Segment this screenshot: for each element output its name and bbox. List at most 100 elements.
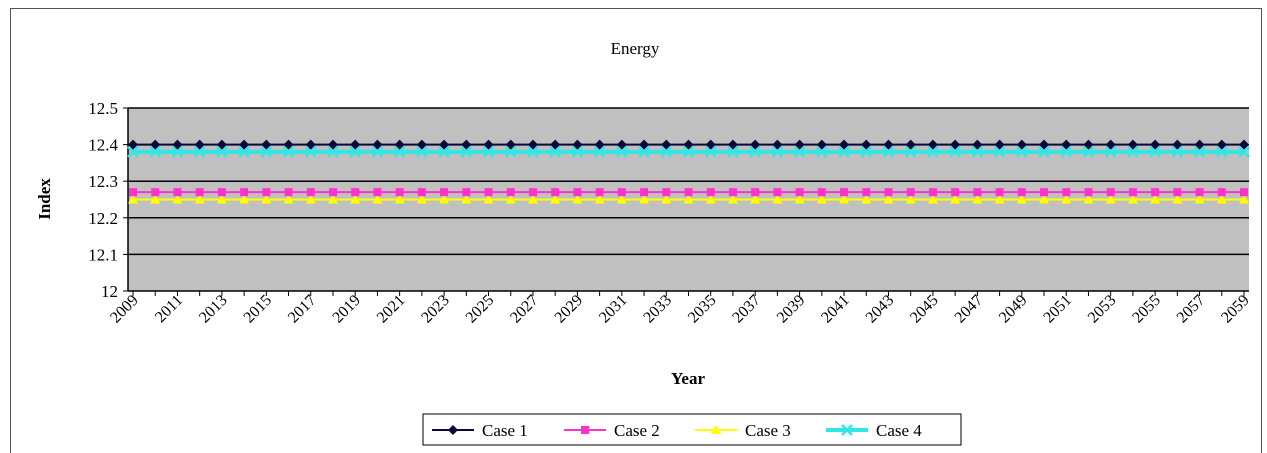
- data-point: [771, 146, 784, 158]
- legend-swatch-marker: [581, 426, 589, 434]
- x-tick-label: 2059: [1218, 292, 1253, 327]
- data-point: [1039, 194, 1050, 204]
- data-point: [1083, 194, 1094, 204]
- data-point: [661, 194, 672, 204]
- data-point: [684, 188, 693, 197]
- data-point: [261, 139, 272, 150]
- data-point: [839, 139, 850, 150]
- data-point: [593, 146, 606, 158]
- x-axis-ticks: 2009 2011 2013 2015 2017 2019 2021 2023 2025 2027…: [107, 291, 1253, 326]
- data-point: [883, 139, 894, 150]
- data-point: [706, 188, 715, 197]
- data-point: [749, 146, 762, 158]
- data-point: [394, 139, 405, 150]
- data-point: [1194, 194, 1205, 204]
- data-point: [727, 146, 739, 158]
- chart-frame: [10, 8, 1262, 453]
- data-point: [750, 139, 761, 150]
- data-point: [1193, 146, 1206, 158]
- data-point: [927, 194, 938, 204]
- data-point: [1017, 188, 1026, 197]
- data-point: [595, 188, 604, 197]
- y-tick-label: 12: [101, 282, 118, 301]
- data-point: [216, 139, 227, 150]
- x-tick-label: 2057: [1174, 292, 1209, 327]
- data-point: [928, 188, 937, 197]
- series-group: [127, 139, 1250, 204]
- x-tick-label: 2045: [907, 292, 942, 327]
- data-point: [394, 194, 405, 204]
- data-point: [571, 146, 584, 158]
- data-point: [416, 139, 427, 150]
- data-point: [1083, 139, 1094, 150]
- data-point: [1239, 139, 1249, 150]
- x-tick-label: 2015: [241, 292, 276, 327]
- data-point: [773, 188, 782, 197]
- data-point: [506, 188, 515, 197]
- x-tick-label: 2021: [374, 292, 409, 327]
- data-point: [239, 139, 250, 150]
- x-tick-label: 2051: [1040, 292, 1075, 327]
- data-point: [460, 146, 473, 158]
- data-point: [1127, 139, 1138, 150]
- data-point: [216, 194, 227, 204]
- data-point: [1106, 188, 1115, 197]
- legend-label: Case 4: [876, 421, 922, 440]
- data-point: [439, 194, 450, 204]
- series-case-3: [128, 194, 1249, 204]
- data-point: [662, 188, 671, 197]
- data-point: [906, 188, 915, 197]
- data-point: [594, 139, 605, 150]
- legend-label: Case 2: [614, 421, 660, 440]
- data-point: [262, 188, 271, 197]
- data-point: [1105, 194, 1116, 204]
- data-point: [993, 146, 1006, 158]
- data-point: [417, 188, 426, 197]
- data-point: [705, 194, 716, 204]
- data-point: [995, 188, 1004, 197]
- data-point: [438, 146, 450, 158]
- data-point: [594, 194, 605, 204]
- data-point: [371, 146, 384, 158]
- data-point: [972, 194, 983, 204]
- data-point: [527, 146, 539, 158]
- data-point: [484, 188, 493, 197]
- data-point: [550, 194, 561, 204]
- data-point: [661, 139, 672, 150]
- data-point: [704, 146, 717, 158]
- data-point: [927, 139, 938, 150]
- data-point: [351, 188, 360, 197]
- y-axis-label: Index: [35, 178, 54, 220]
- data-point: [551, 188, 560, 197]
- series-case-4: [127, 146, 1250, 158]
- data-point: [1128, 188, 1137, 197]
- y-tick-label: 12.5: [88, 99, 118, 118]
- data-point: [1150, 139, 1161, 150]
- data-point: [728, 188, 737, 197]
- data-point: [1061, 139, 1072, 150]
- data-point: [327, 146, 339, 158]
- legend-label: Case 3: [745, 421, 791, 440]
- data-point: [905, 194, 916, 204]
- data-point: [971, 146, 984, 158]
- data-point: [504, 146, 517, 158]
- x-tick-label: 2039: [774, 292, 809, 327]
- data-point: [573, 188, 582, 197]
- data-point: [195, 188, 204, 197]
- data-point: [927, 146, 939, 158]
- x-tick-label: 2019: [329, 292, 364, 327]
- legend: Case 1 Case 2 Case 3 Case 4: [422, 413, 962, 446]
- data-point: [950, 194, 961, 204]
- data-point: [305, 139, 316, 150]
- data-point: [751, 188, 760, 197]
- data-point: [217, 188, 226, 197]
- data-point: [1240, 188, 1248, 197]
- data-point: [304, 146, 317, 158]
- data-point: [904, 146, 917, 158]
- data-point: [860, 146, 873, 158]
- data-point: [260, 146, 273, 158]
- x-tick-label: 2031: [596, 292, 631, 327]
- legend-swatch-marker: [841, 424, 853, 436]
- data-point: [615, 146, 628, 158]
- data-point: [817, 188, 826, 197]
